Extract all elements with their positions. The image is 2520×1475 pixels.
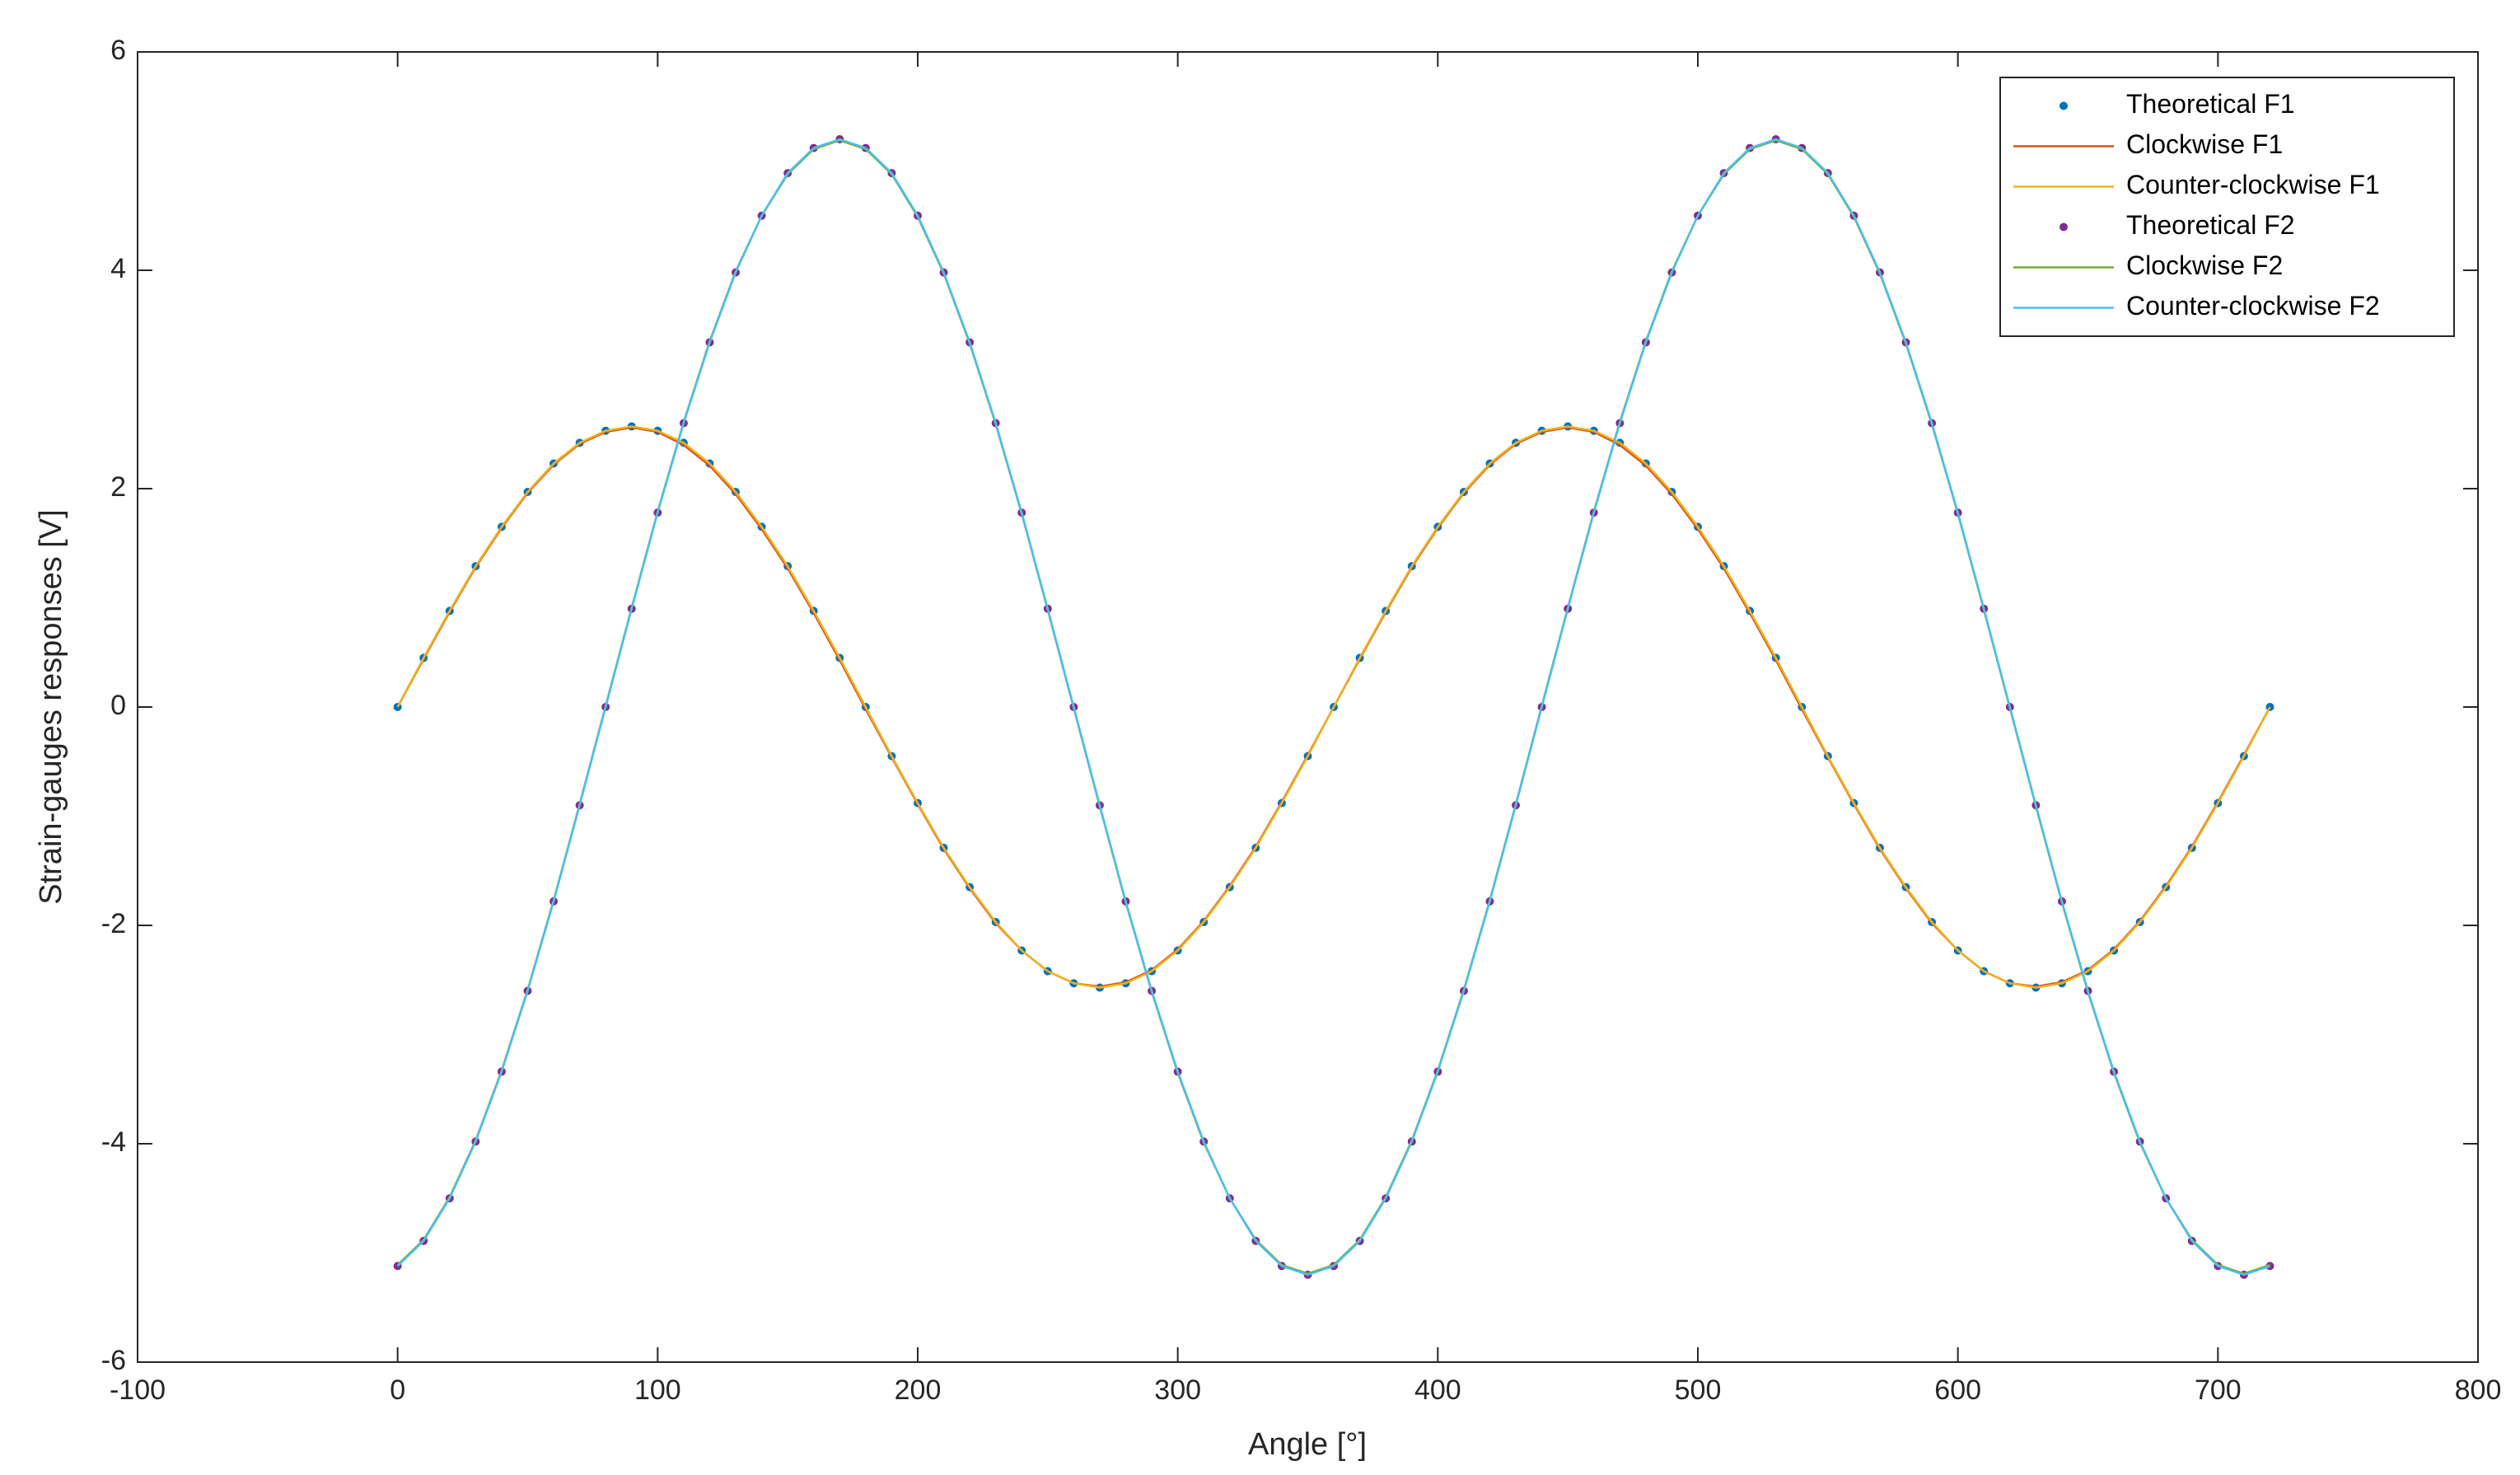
legend-swatch <box>2059 222 2068 232</box>
x-tick-label: -100 <box>110 1374 166 1406</box>
x-tick-label: 800 <box>2455 1374 2502 1406</box>
x-tick-label: 100 <box>634 1374 681 1406</box>
legend-label: Clockwise F2 <box>2126 251 2283 280</box>
y-tick-label: -6 <box>101 1345 126 1376</box>
x-tick-label: 400 <box>1414 1374 1461 1406</box>
legend-label: Counter-clockwise F1 <box>2126 170 2380 199</box>
legend-label: Theoretical F2 <box>2126 210 2295 240</box>
series-line <box>396 425 2271 989</box>
x-tick-label: 300 <box>1154 1374 1201 1406</box>
legend-box <box>1999 77 2455 337</box>
legend-swatch <box>2059 101 2068 110</box>
y-tick-label: 4 <box>110 253 126 284</box>
x-tick-label: 600 <box>1934 1374 1981 1406</box>
legend-label: Counter-clockwise F2 <box>2126 291 2380 321</box>
y-tick-label: -4 <box>101 1126 126 1158</box>
x-tick-label: 0 <box>390 1374 405 1406</box>
y-tick-label: -2 <box>101 908 126 939</box>
legend-label: Theoretical F1 <box>2126 89 2295 119</box>
y-axis-label: Strain-gauges responses [V] <box>34 509 68 905</box>
data-point <box>393 703 402 711</box>
series-line <box>396 138 2270 1276</box>
legend: Theoretical F1 Clockwise F1 Counter-clockw… <box>1999 77 2455 337</box>
x-axis-label: Angle [°] <box>1248 1427 1367 1462</box>
x-tick-label: 500 <box>1675 1374 1722 1406</box>
legend-label: Clockwise F1 <box>2126 129 2283 159</box>
x-tick-label: 700 <box>2195 1374 2242 1406</box>
y-tick-label: 6 <box>110 35 126 66</box>
x-tick-label: 200 <box>895 1374 942 1406</box>
y-tick-label: 0 <box>110 690 126 721</box>
y-tick-label: 2 <box>110 471 126 503</box>
